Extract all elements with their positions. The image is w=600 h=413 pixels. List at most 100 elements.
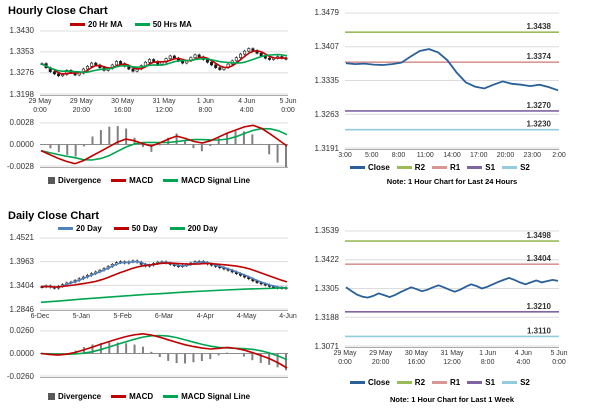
y-tick-label: 0.0260 <box>9 326 34 335</box>
y-tick-label: 1.3198 <box>9 90 34 99</box>
legend-swatch-icon <box>48 177 55 184</box>
y-tick-label: 0.0000 <box>9 140 34 149</box>
y-tick-label: 1.3071 <box>314 342 339 351</box>
x-tick-label: 3:00 <box>338 152 352 159</box>
legend-label: Divergence <box>58 392 102 401</box>
pivot-level-label-s2: 1.3110 <box>527 326 552 335</box>
daily-ma-legend: 20 Day 50 Day 200 Day <box>58 224 218 233</box>
x-tick-label: 5 Jun 0:00 <box>279 98 297 114</box>
y-tick-label: 1.3963 <box>9 256 34 266</box>
weekly-pivot-x-axis: 29 May 0:00 29 May 20:00 30 May 16:00 31 May 12… <box>334 350 568 366</box>
pivot-level-label-s2: 1.3230 <box>527 120 552 129</box>
hourly-macd-y-axis: 0.0028 0.0000 -0.0028 <box>0 118 37 171</box>
chart-canvas-hourly_price <box>40 30 288 95</box>
legend-label: MACD Signal Line <box>181 176 251 185</box>
y-tick-label: 0.0000 <box>9 349 34 358</box>
daily-price-y-axis: 1.4521 1.3963 1.3404 1.2846 <box>0 233 37 314</box>
legend-label: R2 <box>414 163 426 172</box>
x-tick-label: 31 May 12:00 <box>152 98 176 114</box>
legend-label: 200 Day <box>187 224 218 233</box>
x-tick-label: 17:00 <box>469 152 488 159</box>
legend-swatch-icon <box>169 227 185 230</box>
x-tick-label: 29 May 0:00 <box>28 98 52 114</box>
legend-swatch-icon <box>350 381 365 384</box>
legend-label: 20 Hr MA <box>88 20 123 29</box>
y-tick-label: 1.3263 <box>314 110 339 119</box>
legend-swatch-icon <box>432 166 448 169</box>
x-tick-label: 1 Jun 8:00 <box>196 98 214 114</box>
y-tick-label: 1.3188 <box>314 313 339 322</box>
hourly-price-chart <box>40 30 288 96</box>
legend-item-r2: R2 <box>396 163 426 172</box>
x-tick-label: 4-Jun <box>279 313 297 320</box>
legend-swatch-icon <box>58 227 73 230</box>
daily-macd-chart <box>40 330 288 378</box>
x-tick-label: 4-May <box>236 313 257 320</box>
x-tick-label: 30 May 16:00 <box>111 98 135 114</box>
legend-label: S1 <box>485 163 496 172</box>
y-tick-label: 1.3479 <box>314 8 339 17</box>
hourly-ma-legend: 20 Hr MA 50 Hrs MA <box>70 20 192 29</box>
daily-price-chart <box>40 237 288 311</box>
y-tick-label: 1.3305 <box>314 284 339 293</box>
weekly-pivot-chart: 1.3498 1.3404 1.3210 1.3110 <box>345 230 559 348</box>
legend-label: MACD <box>129 176 154 185</box>
legend-item-s1: S1 <box>467 163 495 172</box>
x-tick-label: 11:00 <box>416 152 434 159</box>
x-tick-label: 14:00 <box>443 152 461 159</box>
legend-item-close: Close <box>350 378 390 387</box>
legend-label: Close <box>368 163 390 172</box>
x-tick-label: 5:00 <box>364 152 379 159</box>
x-tick-label: 8:00 <box>391 152 406 159</box>
hourly-pivot-legend: Close R2 R1 S1 S2 <box>350 163 530 172</box>
legend-item-50-day: 50 Day <box>113 224 158 233</box>
x-tick-label: 29 May 20:00 <box>369 350 393 366</box>
y-tick-label: 1.4521 <box>9 233 34 242</box>
daily-macd-y-axis: 0.0260 0.0000 -0.0260 <box>0 326 37 381</box>
legend-label: Divergence <box>58 176 102 185</box>
legend-label: MACD <box>129 392 154 401</box>
pivot-level-label-r1: 1.3374 <box>527 52 552 61</box>
hourly-pivot-note: Note: 1 Hour Chart for Last 24 Hours <box>386 177 518 186</box>
weekly-pivot-y-axis: 1.3539 1.3422 1.3305 1.3188 1.3071 <box>305 226 342 351</box>
y-tick-label: 1.3191 <box>314 144 339 153</box>
hourly-macd-chart <box>40 122 288 168</box>
x-tick-label: 4 Jun 4:00 <box>514 350 532 366</box>
legend-item-macd: MACD <box>111 176 153 185</box>
legend-swatch-icon <box>111 395 127 398</box>
legend-label: S2 <box>520 163 530 172</box>
legend-swatch-icon <box>502 381 518 384</box>
legend-swatch-icon <box>467 381 483 384</box>
y-tick-label: -0.0260 <box>6 372 34 381</box>
x-tick-label: 4-Apr <box>196 313 214 320</box>
legend-item-20-day: 20 Day <box>58 224 102 233</box>
legend-swatch-icon <box>432 381 448 384</box>
legend-label: Close <box>368 378 390 387</box>
x-tick-label: 5 Jun 0:00 <box>550 350 568 366</box>
legend-item-r1: R1 <box>432 378 460 387</box>
legend-item-macd: MACD <box>111 392 153 401</box>
legend-item-50-hrs-ma: 50 Hrs MA <box>134 20 192 29</box>
legend-item-s2: S2 <box>502 378 530 387</box>
hourly-pivot-x-axis: 3:00 5:00 8:00 11:00 14:00 17:00 20:00 23:00 2:0… <box>338 152 566 162</box>
hourly-chart-title: Hourly Close Chart <box>8 5 108 17</box>
chart-canvas-weekly_pivot: 1.3498 1.3404 1.3210 1.3110 <box>345 230 559 347</box>
weekly-pivot-note: Note: 1 Hour Chart for Last 1 Week <box>389 395 515 404</box>
legend-label: 20 Day <box>76 224 102 233</box>
daily-price-x-axis: 6-Dec 5-Jan 5-Feb 6-Mar 4-Apr 4-May 4-Jun <box>31 313 297 323</box>
daily-chart-title: Daily Close Chart <box>8 210 100 222</box>
legend-label: 50 Day <box>131 224 158 233</box>
legend-item-r1: R1 <box>432 163 460 172</box>
y-tick-label: 1.3335 <box>314 76 339 85</box>
legend-item-divergence: Divergence <box>48 176 101 185</box>
y-tick-label: 1.3404 <box>9 281 34 290</box>
weekly-pivot-legend: Close R2 R1 S1 S2 <box>350 378 530 387</box>
x-tick-label: 29 May 20:00 <box>69 98 93 114</box>
legend-swatch-icon <box>163 179 179 182</box>
hourly-price-y-axis: 1.3430 1.3353 1.3276 1.3198 <box>0 26 37 99</box>
legend-label: S2 <box>520 378 530 387</box>
pivot-level-label-s1: 1.3210 <box>527 302 552 311</box>
legend-item-r2: R2 <box>396 378 425 387</box>
daily-macd-legend: Divergence MACD MACD Signal Line <box>48 392 250 401</box>
